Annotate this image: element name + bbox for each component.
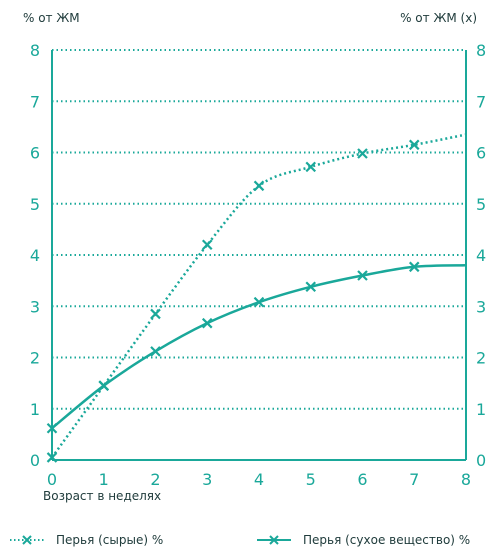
x-tick-label: 4: [254, 470, 264, 489]
data-point-raw: [305, 161, 317, 173]
legend-item-dry: Перья (сухое вещество) %: [255, 533, 470, 547]
y-tick-label-right: 3: [476, 297, 486, 316]
x-tick-label: 0: [47, 470, 57, 489]
y-tick-label-left: 3: [30, 297, 40, 316]
y-tick-label-left: 0: [30, 451, 40, 470]
data-point-raw: [408, 139, 420, 151]
x-tick-label: 5: [306, 470, 316, 489]
data-point-raw: [357, 148, 368, 159]
series-line-dry: [51, 264, 467, 430]
y-tick-label-right: 5: [476, 195, 486, 214]
data-point-raw: [201, 239, 213, 251]
y-tick-label-left: 8: [30, 41, 40, 60]
data-point-dry: [98, 380, 110, 391]
data-point-dry: [305, 281, 317, 293]
data-point-dry: [201, 317, 213, 329]
y-tick-label-left: 2: [30, 349, 40, 368]
x-tick-label: 2: [150, 470, 160, 489]
data-point-dry: [408, 261, 420, 273]
y-axis-left-label: % от ЖМ: [23, 11, 80, 25]
solid-x-marker-icon: [257, 535, 291, 545]
y-tick-label-right: 6: [476, 144, 486, 163]
x-axis-label: Возраст в неделях: [43, 489, 162, 503]
data-point-raw: [150, 308, 161, 320]
legend-label-raw: Перья (сырые) %: [56, 533, 164, 547]
y-tick-label-right: 8: [476, 41, 486, 60]
y-tick-label-right: 0: [476, 451, 486, 470]
x-tick-label: 8: [461, 470, 471, 489]
legend-item-raw: Перья (сырые) %: [8, 533, 163, 547]
y-tick-label-right: 2: [476, 349, 486, 368]
x-tick-label: 3: [202, 470, 212, 489]
data-point-raw: [253, 180, 265, 192]
y-tick-label-left: 7: [30, 92, 40, 111]
series-line-raw: [50, 133, 467, 459]
y-tick-label-left: 4: [30, 246, 40, 265]
x-tick-label: 1: [99, 470, 109, 489]
y-tick-label-left: 5: [30, 195, 40, 214]
data-point-raw: [46, 452, 58, 463]
x-tick-label: 6: [357, 470, 367, 489]
y-axis-right-label: % от ЖМ (x): [400, 11, 477, 25]
data-point-dry: [46, 422, 58, 434]
y-tick-label-left: 1: [30, 400, 40, 419]
y-tick-label-right: 7: [476, 92, 486, 111]
y-tick-label-left: 6: [30, 144, 40, 163]
legend-label-dry: Перья (сухое вещество) %: [303, 533, 471, 547]
data-point-dry: [150, 346, 161, 357]
data-point-dry: [253, 296, 265, 308]
data-point-dry: [357, 270, 368, 281]
x-tick-label: 7: [409, 470, 419, 489]
y-tick-label-right: 1: [476, 400, 486, 419]
dotted-x-marker-icon: [10, 535, 44, 545]
y-tick-label-right: 4: [476, 246, 486, 265]
